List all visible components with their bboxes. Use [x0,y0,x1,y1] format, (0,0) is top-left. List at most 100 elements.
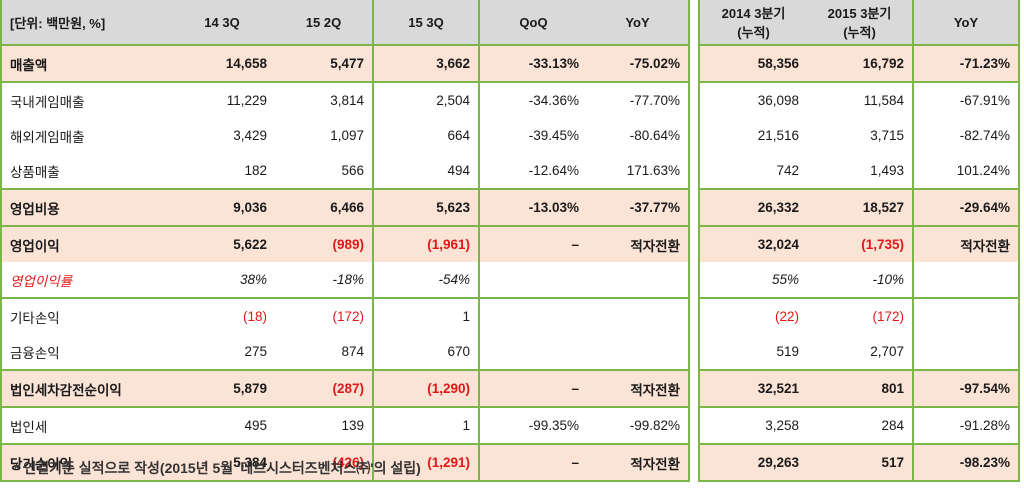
cell-15-3q: (1,290) [372,370,479,408]
cell-2014: 29,263 [698,444,807,482]
header-line1: YoY [953,14,979,30]
cell-15-2q: (287) [275,370,373,408]
cell-14-3q: (18) [242,309,267,324]
row-label: 국내게임매출 [0,82,169,118]
table-row-net-income: 당기순이익 5,384 (426) (1,291) – 적자전환 [0,444,690,482]
cell-yoy: -99.82% [587,407,690,445]
cell-yoy: -82.74% [912,118,1020,153]
cell-qoq [478,334,587,371]
table-row-revenue: 매출액 14,658 5,477 3,662 -33.13% -75.02% [0,45,690,83]
cell-14-3q: 14,658 [169,45,275,83]
cell-yoy: 적자전환 [912,226,1020,262]
col-header-qoq: QoQ [478,0,587,46]
cell-15-2q: 5,477 [275,45,373,83]
cell-15-3q: (1,961) [372,226,479,262]
cell-2014: 519 [698,334,807,371]
cell-15-3q: 5,623 [372,189,479,227]
header-line1: 2015 3분기 [827,6,892,21]
table-row-income-tax: 3,258 284 -91.28% [698,407,1020,445]
cell-2015: (1,735) [807,226,913,262]
col-header-2015-cumulative: 2015 3분기 (누적) [807,0,913,46]
cell-qoq: – [478,370,587,408]
cell-2014: 32,521 [698,370,807,408]
table-row-domestic-game: 국내게임매출 11,229 3,814 2,504 -34.36% -77.70… [0,82,690,118]
table-row-net-income: 29,263 517 -98.23% [698,444,1020,482]
row-label: 금융손익 [0,334,169,371]
cell-14-3q: 182 [169,153,275,190]
cell-yoy [587,298,690,334]
cell-2014: (22) [698,298,807,334]
cell-2015: 517 [807,444,913,482]
cell-15-3q: -54% [372,262,479,299]
cell-yoy: 101.24% [912,153,1020,190]
cell-2015: 2,707 [807,334,913,371]
income-statement-quarterly-table: [단위: 백만원, %] 14 3Q 15 2Q 15 3Q QoQ YoY 매… [0,0,690,482]
col-header-15-3q: 15 3Q [372,0,479,46]
cell-yoy [912,334,1020,371]
col-header-yoy: YoY [587,0,690,46]
cell-14-3q: 11,229 [226,93,267,108]
header-row: [단위: 백만원, %] 14 3Q 15 2Q 15 3Q QoQ YoY [0,0,690,46]
cell-2015: 11,584 [863,93,904,108]
cell-yoy: 적자전환 [587,370,690,408]
header-line2: (누적) [737,25,770,40]
cell-15-3q: 664 [372,118,479,153]
cell-14-3q: 5,622 [169,226,275,262]
cell-2015: 16,792 [807,45,913,83]
table-row-pretax-income: 법인세차감전순이익 5,879 (287) (1,290) – 적자전환 [0,370,690,408]
table-row-financial-income: 금융손익 275 874 670 [0,334,690,371]
cell-2015: 284 [807,407,913,445]
cell-yoy: 171.63% [587,153,690,190]
cell-14-3q: 275 [169,334,275,371]
cell-2015: -10% [807,262,913,299]
table-row-domestic-game: 36,098 11,584 -67.91% [698,82,1020,118]
cell-qoq: -13.03% [478,189,587,227]
cell-15-3q: 2,504 [372,82,479,118]
cell-qoq: -12.64% [478,153,587,190]
cell-14-3q: 5,384 [169,444,275,482]
cell-2015: 3,715 [870,128,904,143]
table-row-overseas-game: 해외게임매출 3,429 1,097 664 -39.45% -80.64% [0,118,690,153]
row-label: 당기순이익 [0,444,169,482]
cell-2014: 3,258 [698,407,807,445]
cell-qoq: – [478,444,587,482]
cell-qoq [478,262,587,299]
cell-15-3q: (1,291) [372,444,479,482]
row-label: 해외게임매출 [0,118,169,153]
table-row-overseas-game: 21,516 3,715 -82.74% [698,118,1020,153]
col-header-15-2q: 15 2Q [275,0,373,46]
table-row-operating-margin: 55% -10% [698,262,1020,299]
table-row-other-income: (22) (172) [698,298,1020,334]
cell-2014: 32,024 [698,226,807,262]
row-label: 영업비용 [0,189,169,227]
cell-14-3q: 38% [169,262,275,299]
col-header-14-3q: 14 3Q [169,0,275,46]
table-row-merchandise: 742 1,493 101.24% [698,153,1020,190]
row-label: 영업이익 [0,226,169,262]
table-row-operating-income: 영업이익 5,622 (989) (1,961) – 적자전환 [0,226,690,262]
header-row: 2014 3분기 (누적) 2015 3분기 (누적) YoY [698,0,1020,46]
cell-yoy [912,298,1020,334]
table-row-financial-income: 519 2,707 [698,334,1020,371]
cell-2015: 801 [807,370,913,408]
cell-yoy [912,262,1020,299]
table-row-operating-income: 32,024 (1,735) 적자전환 [698,226,1020,262]
cell-yoy: 적자전환 [587,444,690,482]
cell-15-3q: 3,662 [372,45,479,83]
cell-14-3q: 5,879 [169,370,275,408]
cell-15-2q: (426) [275,444,373,482]
col-header-yoy: YoY [912,0,1020,46]
cell-15-2q: 139 [275,407,373,445]
cell-qoq: -34.36% [478,82,587,118]
table-row-operating-expenses: 영업비용 9,036 6,466 5,623 -13.03% -37.77% [0,189,690,227]
cell-15-2q: (172) [332,309,364,324]
table-row-operating-margin: 영업이익률 38% -18% -54% [0,262,690,299]
cell-15-2q: 874 [275,334,373,371]
cell-2014: 26,332 [698,189,807,227]
footnote: * 연결기준 실적으로 작성(2015년 5월 '데브시스터즈벤처스㈜'의 설립… [14,460,421,476]
row-label: 영업이익률 [0,262,169,299]
cell-15-2q: 6,466 [275,189,373,227]
cell-2015: 1,493 [807,153,913,190]
col-header-2014-cumulative: 2014 3분기 (누적) [698,0,807,46]
cell-15-2q: (989) [275,226,373,262]
